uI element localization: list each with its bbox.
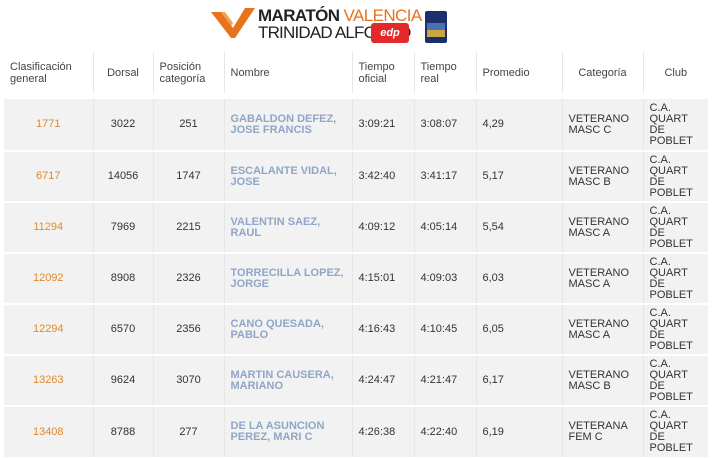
dorsal-cell: 7969 — [93, 201, 154, 253]
promedio-cell: 4,29 — [476, 93, 563, 151]
promedio-cell: 5,17 — [476, 150, 563, 202]
promedio-cell: 6,17 — [476, 354, 563, 406]
dorsal-cell: 14056 — [93, 150, 154, 202]
tiempo-real-cell: 4:22:40 — [414, 405, 477, 457]
runner-name-link[interactable]: ESCALANTE VIDAL, JOSE — [224, 150, 353, 202]
tiempo-oficial-cell: 4:09:12 — [352, 201, 415, 253]
col-posicion[interactable]: Posición categoría — [153, 52, 225, 97]
tiempo-real-cell: 3:41:17 — [414, 150, 477, 202]
edp-badge: edp — [371, 23, 409, 43]
club-cell: C.A. QUART DE POBLET — [643, 354, 708, 406]
col-dorsal[interactable]: Dorsal — [93, 52, 154, 97]
col-club[interactable]: Club — [643, 52, 708, 97]
club-cell: C.A. QUART DE POBLET — [643, 93, 708, 151]
clasificacion-link[interactable]: 13408 — [4, 405, 94, 457]
categoria-cell: VETERANA FEM C — [562, 405, 644, 457]
col-tiempo-oficial[interactable]: Tiempo oficial — [352, 52, 415, 97]
club-cell: C.A. QUART DE POBLET — [643, 405, 708, 457]
dorsal-cell: 8788 — [93, 405, 154, 457]
runner-name-link[interactable]: TORRECILLA LOPEZ, JORGE — [224, 252, 353, 304]
posicion-cell: 251 — [153, 93, 225, 151]
tiempo-oficial-cell: 3:42:40 — [352, 150, 415, 202]
clasificacion-link[interactable]: 1771 — [4, 93, 94, 151]
posicion-cell: 2215 — [153, 201, 225, 253]
table-row: 13408 8788 277 DE LA ASUNCION PEREZ, MARI… — [4, 405, 708, 457]
club-cell: C.A. QUART DE POBLET — [643, 252, 708, 304]
dorsal-cell: 9624 — [93, 354, 154, 406]
categoria-cell: VETERANO MASC B — [562, 150, 644, 202]
tiempo-real-cell: 4:10:45 — [414, 303, 477, 355]
dorsal-cell: 6570 — [93, 303, 154, 355]
brand-title: MARATÓN VALENCIA — [258, 6, 422, 25]
col-categoria[interactable]: Categoría — [562, 52, 644, 97]
tiempo-oficial-cell: 4:24:47 — [352, 354, 415, 406]
clasificacion-link[interactable]: 12092 — [4, 252, 94, 304]
categoria-cell: VETERANO MASC A — [562, 201, 644, 253]
iaaf-label-icon — [425, 11, 447, 43]
club-cell: C.A. QUART DE POBLET — [643, 303, 708, 355]
posicion-cell: 3070 — [153, 354, 225, 406]
table-row: 13263 9624 3070 MARTIN CAUSERA, MARIANO 4… — [4, 354, 708, 406]
promedio-cell: 5,54 — [476, 201, 563, 253]
runner-name-link[interactable]: GABALDON DEFEZ, JOSE FRANCIS — [224, 93, 353, 151]
dorsal-cell: 8908 — [93, 252, 154, 304]
runner-name-link[interactable]: MARTIN CAUSERA, MARIANO — [224, 354, 353, 406]
clasificacion-link[interactable]: 11294 — [4, 201, 94, 253]
club-cell: C.A. QUART DE POBLET — [643, 150, 708, 202]
runner-name-link[interactable]: DE LA ASUNCION PEREZ, MARI C — [224, 405, 353, 457]
table-row: 11294 7969 2215 VALENTIN SAEZ, RAUL 4:09:… — [4, 201, 708, 253]
v-logo-icon — [211, 8, 255, 38]
categoria-cell: VETERANO MASC C — [562, 93, 644, 151]
table-row: 12294 6570 2356 CANO QUESADA, PABLO 4:16:… — [4, 303, 708, 355]
tiempo-oficial-cell: 4:16:43 — [352, 303, 415, 355]
clasificacion-link[interactable]: 13263 — [4, 354, 94, 406]
promedio-cell: 6,03 — [476, 252, 563, 304]
tiempo-oficial-cell: 4:15:01 — [352, 252, 415, 304]
col-clasificacion[interactable]: Clasificación general — [4, 52, 94, 97]
table-header-row: Clasificación general Dorsal Posición cate… — [4, 52, 708, 97]
promedio-cell: 6,05 — [476, 303, 563, 355]
tiempo-real-cell: 4:05:14 — [414, 201, 477, 253]
posicion-cell: 277 — [153, 405, 225, 457]
results-table: Clasificación general Dorsal Posición cate… — [4, 52, 708, 457]
runner-name-link[interactable]: CANO QUESADA, PABLO — [224, 303, 353, 355]
tiempo-real-cell: 4:09:03 — [414, 252, 477, 304]
categoria-cell: VETERANO MASC B — [562, 354, 644, 406]
club-cell: C.A. QUART DE POBLET — [643, 201, 708, 253]
categoria-cell: VETERANO MASC A — [562, 303, 644, 355]
col-promedio[interactable]: Promedio — [476, 52, 563, 97]
brand-header: MARATÓN VALENCIA TRINIDAD ALFONSO edp — [0, 4, 720, 44]
dorsal-cell: 3022 — [93, 93, 154, 151]
col-tiempo-real[interactable]: Tiempo real — [414, 52, 477, 97]
table-row: 1771 3022 251 GABALDON DEFEZ, JOSE FRANCI… — [4, 93, 708, 151]
col-nombre[interactable]: Nombre — [224, 52, 353, 97]
posicion-cell: 2356 — [153, 303, 225, 355]
table-row: 12092 8908 2326 TORRECILLA LOPEZ, JORGE 4… — [4, 252, 708, 304]
tiempo-oficial-cell: 4:26:38 — [352, 405, 415, 457]
posicion-cell: 1747 — [153, 150, 225, 202]
table-row: 6717 14056 1747 ESCALANTE VIDAL, JOSE 3:4… — [4, 150, 708, 202]
tiempo-real-cell: 3:08:07 — [414, 93, 477, 151]
categoria-cell: VETERANO MASC A — [562, 252, 644, 304]
clasificacion-link[interactable]: 12294 — [4, 303, 94, 355]
posicion-cell: 2326 — [153, 252, 225, 304]
clasificacion-link[interactable]: 6717 — [4, 150, 94, 202]
promedio-cell: 6,19 — [476, 405, 563, 457]
runner-name-link[interactable]: VALENTIN SAEZ, RAUL — [224, 201, 353, 253]
tiempo-oficial-cell: 3:09:21 — [352, 93, 415, 151]
tiempo-real-cell: 4:21:47 — [414, 354, 477, 406]
